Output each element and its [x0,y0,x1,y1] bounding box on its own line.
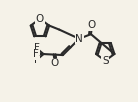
Text: O: O [51,58,59,68]
Text: F: F [33,49,39,59]
Text: F: F [34,43,40,53]
Text: N: N [75,34,83,44]
Text: O: O [36,14,44,24]
Text: O: O [88,21,96,30]
Text: S: S [102,56,108,66]
Text: F: F [34,55,40,65]
